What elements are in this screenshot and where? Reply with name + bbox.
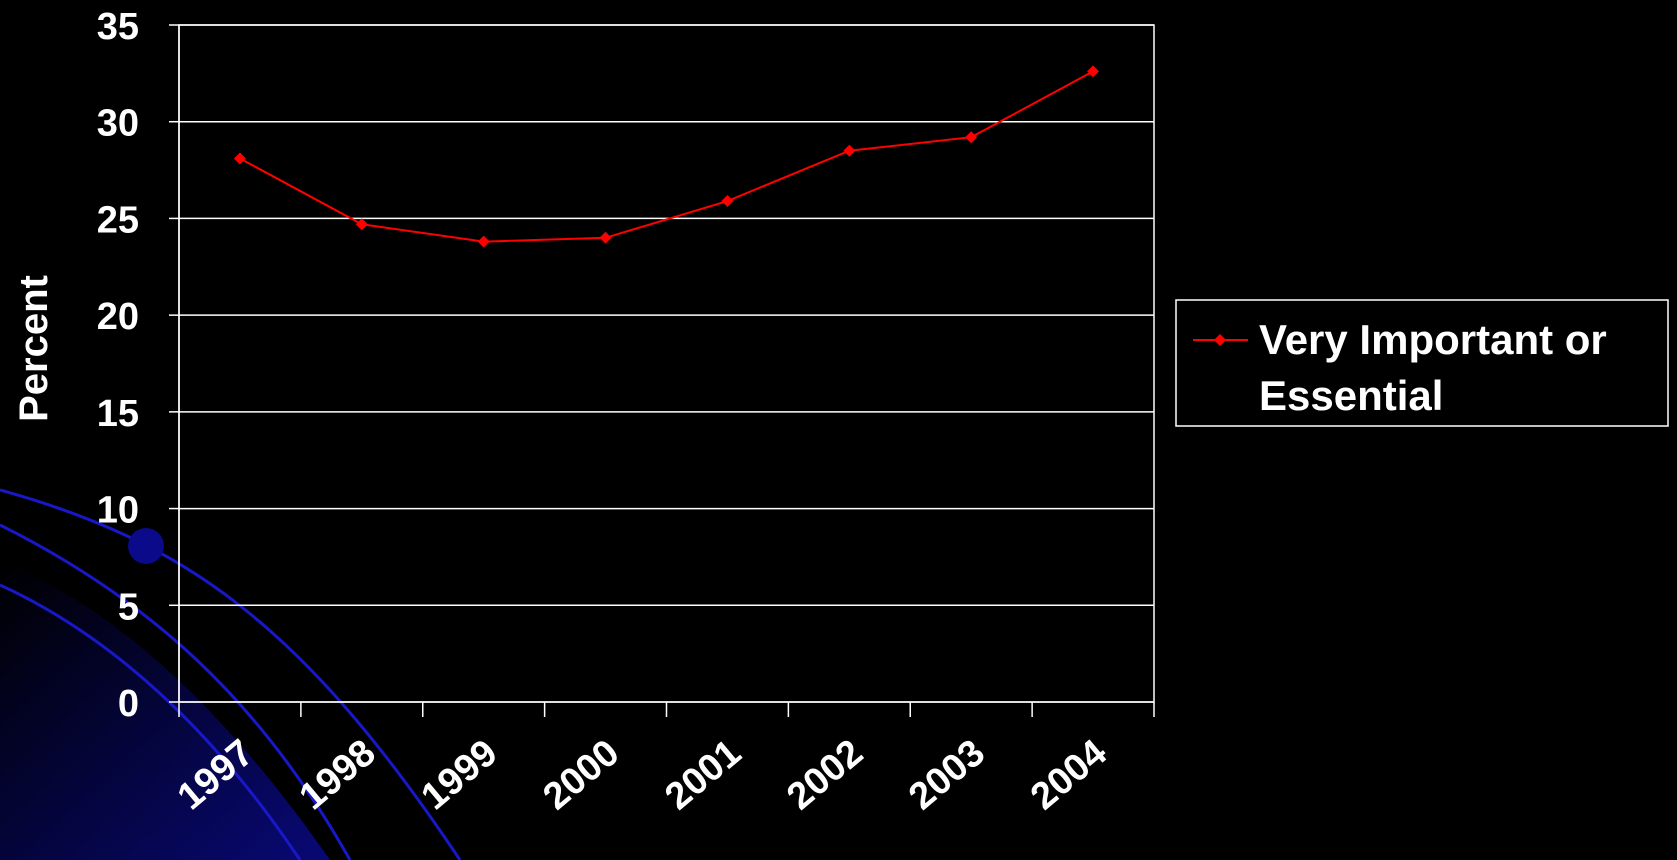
y-axis-label: Percent xyxy=(12,275,56,422)
data-point xyxy=(721,195,734,208)
data-point xyxy=(965,131,978,144)
legend-box xyxy=(1175,299,1669,427)
y-tick-label: 0 xyxy=(118,683,139,725)
data-point xyxy=(843,144,856,157)
decoration-dot xyxy=(128,528,164,564)
y-tick-label: 35 xyxy=(97,6,139,48)
x-tick-label: 2004 xyxy=(1023,732,1115,819)
x-tick-label: 2001 xyxy=(657,732,749,819)
data-point xyxy=(1087,65,1100,78)
y-tick-label: 5 xyxy=(118,586,139,628)
data-point xyxy=(233,152,246,165)
data-point xyxy=(355,218,368,231)
x-tick-label: 2002 xyxy=(779,732,871,819)
x-tick-label: 1998 xyxy=(292,732,384,819)
x-tick-label: 1999 xyxy=(414,732,506,819)
y-tick-label: 10 xyxy=(97,490,139,532)
legend-label: Very Important or Essential xyxy=(1259,316,1607,419)
x-tick-label: 2003 xyxy=(901,732,993,819)
plot-area-frame xyxy=(178,24,1155,703)
y-tick-label: 15 xyxy=(97,393,139,435)
y-tick-label: 20 xyxy=(97,296,139,338)
series-line xyxy=(239,70,1094,243)
background-decoration xyxy=(0,488,462,860)
data-point xyxy=(477,235,490,248)
data-point xyxy=(599,231,612,244)
legend-marker xyxy=(1214,334,1226,346)
x-tick-label: 2000 xyxy=(536,732,628,819)
y-tick-label: 30 xyxy=(97,103,139,145)
y-tick-label: 25 xyxy=(97,199,139,241)
